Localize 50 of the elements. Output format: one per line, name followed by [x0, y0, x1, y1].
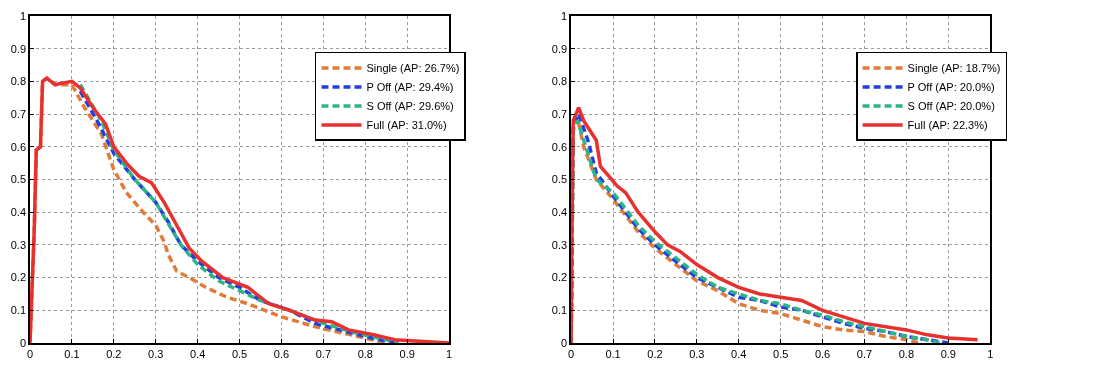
y-tick-label: 0.3	[551, 238, 568, 251]
y-tick-label: 0.4	[551, 206, 568, 219]
y-tick-label: 0.6	[10, 140, 27, 153]
y-tick-label: 1	[19, 9, 27, 22]
x-tick-label: 0.2	[106, 347, 122, 360]
x-tick-label: 0.4	[731, 347, 747, 360]
legend-label: S Off (AP: 29.6%)	[366, 100, 454, 113]
y-tick-label: 0.4	[10, 206, 27, 219]
y-tick-label: 0.9	[551, 42, 568, 55]
y-tick-label: 0	[561, 336, 568, 349]
x-tick-label: 0.8	[898, 347, 915, 360]
y-tick-label: 0.2	[551, 271, 568, 284]
y-tick-label: 1	[561, 9, 568, 22]
x-tick-label: 0.9	[940, 347, 956, 360]
y-tick-label: 0.3	[10, 238, 27, 251]
x-tick-label: 0.7	[856, 347, 873, 360]
x-tick-label: 0.7	[315, 347, 332, 360]
y-tick-label: 0.1	[10, 304, 27, 317]
y-tick-label: 0.8	[10, 75, 27, 88]
x-tick-label: 0.2	[647, 347, 663, 360]
x-tick-label: 0.9	[399, 347, 415, 360]
y-tick-label: 0.7	[10, 107, 27, 120]
legend-label: P Off (AP: 29.4%)	[366, 81, 454, 94]
y-tick-label: 0.1	[551, 304, 568, 317]
x-tick-label: 0.5	[231, 347, 248, 360]
legend-label: Full (AP: 22.3%)	[907, 119, 988, 132]
x-tick-label: 0.1	[605, 347, 621, 360]
x-tick-label: 0.6	[273, 347, 290, 360]
x-tick-label: 0.6	[814, 347, 831, 360]
y-tick-label: 0.2	[10, 271, 27, 284]
y-tick-label: 0.7	[551, 107, 568, 120]
legend-label: Single (AP: 26.7%)	[366, 62, 460, 75]
x-tick-label: 0.3	[689, 347, 705, 360]
x-tick-label: 0.8	[357, 347, 373, 360]
x-tick-label: 0.5	[773, 347, 789, 360]
legend-label: Full (AP: 31.0%)	[366, 119, 447, 132]
legend-label: S Off (AP: 20.0%)	[907, 100, 995, 113]
legend-label: Single (AP: 18.7%)	[907, 62, 1001, 75]
y-tick-label: 0.8	[551, 75, 568, 88]
x-tick-label: 0.1	[64, 347, 80, 360]
x-tick-label: 1	[446, 347, 453, 360]
y-tick-label: 0.5	[10, 173, 27, 186]
x-tick-label: 0.3	[148, 347, 164, 360]
y-tick-label: 0.5	[551, 173, 568, 186]
x-tick-label: 0.4	[189, 347, 206, 360]
y-tick-label: 0.9	[10, 42, 27, 55]
y-tick-label: 0	[19, 336, 27, 349]
legend-label: P Off (AP: 20.0%)	[907, 81, 995, 94]
y-tick-label: 0.6	[551, 140, 568, 153]
x-tick-label: 1	[987, 347, 994, 360]
